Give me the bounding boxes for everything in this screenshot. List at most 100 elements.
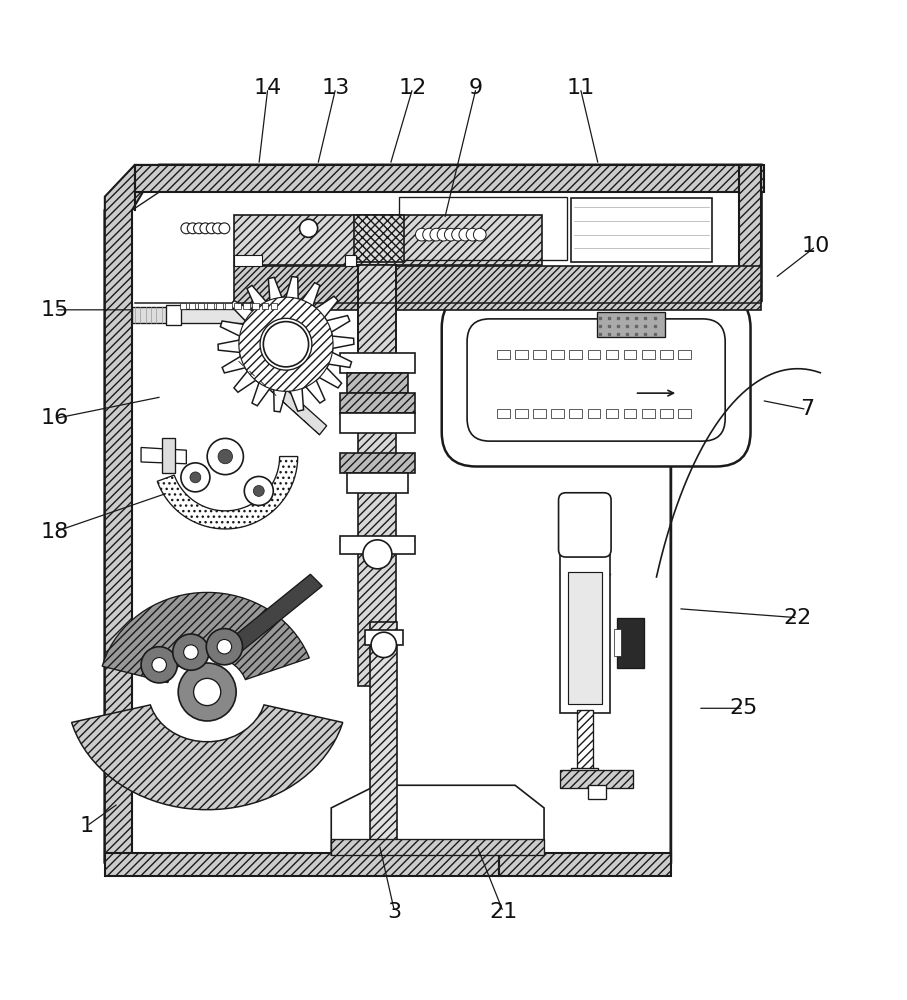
Circle shape bbox=[180, 463, 210, 492]
Bar bbox=[234, 266, 761, 310]
Text: 9: 9 bbox=[469, 78, 483, 98]
Circle shape bbox=[239, 297, 333, 391]
Bar bbox=[614, 629, 621, 656]
Bar bbox=[739, 165, 761, 301]
Circle shape bbox=[193, 678, 220, 706]
Bar bbox=[399, 197, 567, 260]
Circle shape bbox=[207, 438, 243, 475]
Bar bbox=[678, 350, 691, 359]
Circle shape bbox=[444, 228, 457, 241]
Bar bbox=[606, 409, 619, 418]
Text: 16: 16 bbox=[41, 408, 69, 428]
Bar bbox=[132, 307, 168, 323]
Text: 12: 12 bbox=[398, 78, 427, 98]
Circle shape bbox=[212, 223, 223, 234]
Bar bbox=[624, 409, 637, 418]
Polygon shape bbox=[218, 277, 354, 412]
Bar bbox=[135, 165, 764, 192]
Text: 11: 11 bbox=[566, 78, 594, 98]
Bar bbox=[606, 350, 619, 359]
Bar bbox=[533, 409, 546, 418]
Bar bbox=[207, 303, 213, 309]
Circle shape bbox=[141, 647, 177, 683]
Circle shape bbox=[299, 219, 317, 237]
FancyBboxPatch shape bbox=[467, 319, 726, 441]
Bar bbox=[234, 255, 261, 266]
Bar bbox=[515, 350, 528, 359]
Circle shape bbox=[200, 223, 210, 234]
Text: 1: 1 bbox=[80, 816, 93, 836]
Text: 14: 14 bbox=[254, 78, 282, 98]
Circle shape bbox=[437, 228, 450, 241]
Text: 15: 15 bbox=[41, 300, 69, 320]
Bar bbox=[177, 309, 275, 323]
Circle shape bbox=[260, 318, 312, 370]
Bar bbox=[515, 409, 528, 418]
Bar bbox=[533, 350, 546, 359]
Text: 7: 7 bbox=[800, 399, 814, 419]
Bar bbox=[243, 303, 249, 309]
Bar bbox=[497, 409, 510, 418]
Circle shape bbox=[423, 228, 435, 241]
Bar bbox=[370, 622, 397, 849]
Bar bbox=[617, 618, 644, 668]
Circle shape bbox=[253, 486, 264, 496]
Bar bbox=[570, 350, 582, 359]
Text: 10: 10 bbox=[802, 236, 830, 256]
Bar bbox=[180, 303, 186, 309]
Circle shape bbox=[415, 228, 428, 241]
Bar bbox=[340, 413, 414, 433]
Circle shape bbox=[206, 223, 217, 234]
Bar bbox=[588, 350, 600, 359]
Bar bbox=[577, 710, 593, 772]
Circle shape bbox=[219, 223, 229, 234]
Circle shape bbox=[218, 449, 232, 464]
Bar bbox=[642, 350, 655, 359]
Circle shape bbox=[452, 228, 464, 241]
Bar bbox=[166, 305, 180, 325]
Bar bbox=[234, 303, 240, 309]
Bar bbox=[189, 303, 195, 309]
Bar bbox=[365, 630, 403, 645]
Bar bbox=[551, 409, 564, 418]
Bar bbox=[261, 303, 268, 309]
Bar bbox=[660, 409, 673, 418]
Bar bbox=[551, 350, 564, 359]
Text: 13: 13 bbox=[322, 78, 350, 98]
Bar bbox=[358, 265, 396, 686]
Polygon shape bbox=[72, 705, 343, 810]
Circle shape bbox=[459, 228, 472, 241]
FancyBboxPatch shape bbox=[559, 493, 611, 557]
Circle shape bbox=[371, 632, 396, 658]
Text: 21: 21 bbox=[489, 902, 517, 922]
Circle shape bbox=[183, 645, 198, 659]
Polygon shape bbox=[157, 457, 297, 529]
Bar bbox=[340, 393, 414, 413]
Bar bbox=[642, 409, 655, 418]
Polygon shape bbox=[225, 574, 322, 656]
Circle shape bbox=[473, 228, 486, 241]
Polygon shape bbox=[331, 785, 544, 855]
Circle shape bbox=[172, 634, 209, 670]
Bar bbox=[571, 772, 580, 783]
Text: 22: 22 bbox=[784, 608, 812, 628]
Bar bbox=[678, 409, 691, 418]
Text: 3: 3 bbox=[387, 902, 402, 922]
Bar bbox=[571, 198, 712, 262]
Bar bbox=[105, 853, 499, 876]
Polygon shape bbox=[243, 357, 327, 435]
Bar bbox=[198, 303, 204, 309]
Bar bbox=[561, 770, 633, 788]
Bar bbox=[354, 215, 404, 262]
Bar bbox=[252, 303, 258, 309]
Polygon shape bbox=[102, 592, 309, 683]
Circle shape bbox=[363, 540, 392, 569]
Text: 18: 18 bbox=[41, 522, 69, 542]
Bar bbox=[597, 312, 665, 337]
Bar bbox=[161, 438, 175, 473]
Circle shape bbox=[217, 639, 231, 654]
Circle shape bbox=[152, 658, 166, 672]
Bar bbox=[340, 353, 414, 373]
Bar bbox=[570, 409, 582, 418]
Bar bbox=[216, 303, 222, 309]
